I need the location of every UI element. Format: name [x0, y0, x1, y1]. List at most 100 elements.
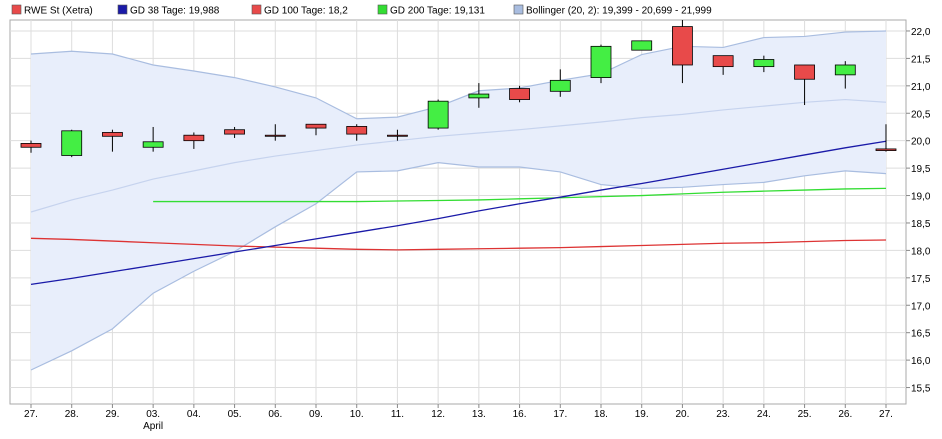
candle: [590, 44, 612, 84]
x-tick-label: 27.: [24, 409, 38, 420]
moving-averages: [30, 140, 887, 286]
y-tick-label: 18,0: [911, 246, 931, 257]
candle-body: [142, 141, 164, 148]
legend-swatch: [513, 4, 524, 15]
x-tick-label: 11.: [391, 409, 404, 420]
candle-body: [468, 93, 490, 99]
x-tick-label: 25.: [798, 409, 812, 420]
legend-item-bollinger: Bollinger (20, 2): 19,399 - 20,699 - 21,…: [513, 4, 712, 17]
y-tick-label: 16,0: [911, 356, 931, 367]
candle-body: [427, 100, 449, 129]
y-tick-label: 20,5: [911, 109, 931, 120]
candle: [427, 99, 449, 130]
legend-swatch: [117, 4, 128, 15]
candle-body: [712, 55, 734, 68]
candle: [631, 40, 653, 51]
bollinger-upper-line: [30, 30, 887, 120]
x-tick-label: 05.: [228, 409, 242, 420]
candles: [20, 20, 897, 158]
candle-body: [224, 129, 245, 135]
candle-body: [834, 64, 856, 76]
y-tick-label: 18,5: [911, 219, 931, 230]
x-tick-label: 20.: [675, 409, 689, 420]
candle-body: [20, 143, 42, 148]
x-month-label: April: [143, 421, 163, 432]
x-tick-label: 12.: [431, 409, 445, 420]
candle: [834, 61, 856, 89]
candle: [509, 85, 530, 103]
legend-label: GD 38 Tage: 19,988: [130, 6, 220, 17]
candle: [468, 83, 490, 108]
bollinger-middle-line: [30, 98, 887, 213]
candle: [672, 20, 693, 84]
sma-100-line: [30, 237, 887, 251]
legend-label: RWE St (Xetra): [24, 6, 93, 17]
legend: RWE St (Xetra) GD 38 Tage: 19,988 GD 100 T…: [11, 4, 712, 17]
candle: [61, 129, 83, 158]
x-tick-label: 03.: [146, 409, 160, 420]
y-axis: 15,5 16,0 16,5 17,0 17,5 18,0 18,5 19,0 19,5 20,0…: [906, 27, 931, 395]
legend-swatch: [377, 4, 388, 15]
legend-item-sma38: GD 38 Tage: 19,988: [117, 4, 220, 17]
candle: [20, 140, 42, 153]
bollinger-lower-line: [30, 162, 887, 371]
candle: [753, 55, 775, 73]
legend-item-sma200: GD 200 Tage: 19,131: [377, 4, 485, 17]
candle: [875, 124, 897, 152]
candle-body: [672, 26, 693, 66]
legend-swatch: [11, 4, 22, 15]
candle-body: [631, 40, 653, 51]
x-tick-label: 13.: [472, 409, 486, 420]
candle: [142, 126, 164, 152]
x-tick-label: 18.: [594, 409, 608, 420]
y-tick-label: 19,0: [911, 192, 931, 203]
candle-body: [753, 59, 775, 68]
x-tick-label: 28.: [65, 409, 79, 420]
candle-body: [794, 64, 815, 80]
y-tick-label: 19,5: [911, 164, 931, 175]
candle-body: [509, 88, 530, 100]
sma-38-line: [30, 140, 887, 286]
candle: [549, 69, 571, 97]
x-tick-label: 04.: [187, 409, 201, 420]
candle-body: [346, 126, 368, 135]
x-tick-label: 26.: [838, 409, 852, 420]
candle-body: [387, 134, 408, 137]
x-tick-label: 19.: [635, 409, 649, 420]
sma-200-line: [153, 187, 887, 203]
y-tick-label: 17,5: [911, 274, 931, 285]
candle: [712, 55, 734, 75]
y-tick-label: 21,5: [911, 54, 931, 65]
x-tick-label: 17.: [553, 409, 567, 420]
candle-body: [590, 45, 612, 79]
candle: [387, 129, 408, 141]
candle-body: [61, 130, 83, 156]
y-tick-label: 17,0: [911, 301, 931, 312]
candle-body: [183, 134, 205, 142]
y-tick-label: 20,0: [911, 137, 931, 148]
x-tick-label: 27.: [879, 409, 893, 420]
candle: [305, 123, 327, 136]
x-tick-label: 29.: [105, 409, 119, 420]
legend-label: Bollinger (20, 2): 19,399 - 20,699 - 21,…: [526, 6, 712, 17]
candle-body: [264, 134, 286, 137]
candle: [183, 132, 205, 149]
y-tick-label: 15,5: [911, 384, 931, 395]
candle-body: [305, 123, 327, 129]
x-tick-label: 06.: [268, 409, 282, 420]
x-tick-label: 16.: [513, 409, 527, 420]
candle: [264, 124, 286, 141]
x-tick-label: 23.: [716, 409, 730, 420]
legend-label: GD 200 Tage: 19,131: [390, 6, 485, 17]
candle-body: [875, 148, 897, 151]
candle: [346, 124, 368, 141]
x-tick-label: 24.: [757, 409, 771, 420]
x-tick-label: 10.: [350, 409, 364, 420]
legend-label: GD 100 Tage: 18,2: [264, 6, 348, 17]
candle: [224, 126, 245, 138]
candle: [102, 129, 123, 152]
candle-body: [549, 79, 571, 92]
legend-swatch: [251, 4, 262, 15]
